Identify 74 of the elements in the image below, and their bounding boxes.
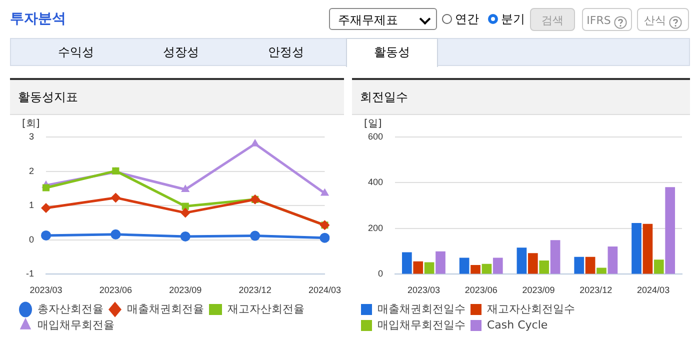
y-tick-label: 0 (28, 234, 34, 244)
legend-label: 총자산회전율 (38, 302, 104, 316)
bar (632, 222, 642, 274)
legend-label: Cash Cycle (487, 318, 548, 332)
legend-label: 매출채권회전일수 (378, 302, 466, 316)
x-tick-label: 2023/09 (169, 285, 202, 296)
point (250, 230, 260, 241)
bar (585, 256, 596, 274)
x-tick-label: 2024/03 (637, 285, 670, 296)
bar (482, 264, 492, 274)
y-tick-label: 2 (28, 166, 34, 176)
bar (516, 248, 527, 274)
legend-label: 매입채무회전일수 (378, 318, 466, 332)
chart-title: 회전일수 (352, 80, 690, 115)
bar (402, 252, 412, 274)
point (320, 232, 330, 243)
y-tick-label: 600 (368, 131, 384, 142)
text: 투자분석 (10, 10, 66, 28)
y-axis-title: [일] (364, 118, 382, 130)
y-axis-title: [회] (22, 118, 40, 130)
text: 산식 (644, 14, 667, 27)
point (180, 208, 190, 218)
x-tick-label: 2023/09 (522, 285, 555, 296)
x-tick-label: 2023/06 (99, 285, 132, 296)
bar (470, 265, 480, 274)
point (250, 138, 260, 146)
text: 연간 (455, 11, 479, 28)
bar (436, 251, 446, 274)
bar (642, 224, 653, 274)
bar (492, 258, 503, 274)
x-tick-label: 2024/03 (308, 285, 342, 296)
legend-label: 재고자산회전일수 (487, 302, 575, 316)
bar (574, 256, 584, 274)
point (181, 184, 190, 192)
text: 분기 (501, 11, 525, 28)
point (110, 192, 121, 203)
bar (459, 258, 470, 274)
point (110, 229, 121, 240)
point (320, 188, 330, 196)
point (180, 231, 190, 242)
x-tick-label: 2023/06 (464, 285, 498, 296)
point (41, 203, 52, 213)
x-tick-label: 2023/03 (30, 285, 62, 296)
chart-title: 활동성지표 (10, 80, 344, 115)
x-tick-label: 2023/12 (580, 285, 612, 296)
y-tick-label: -1 (26, 268, 34, 279)
point (41, 230, 52, 240)
x-tick-label: 2023/03 (407, 285, 440, 296)
bar (665, 187, 676, 274)
text: 수익성 (57, 44, 95, 61)
bar (539, 260, 550, 274)
text: 활동성 (346, 38, 438, 67)
text: 주재무제표 (329, 8, 437, 30)
y-tick-label: 1 (28, 200, 34, 210)
bar (654, 260, 664, 274)
bar (528, 253, 538, 274)
text: 성장성 (162, 44, 200, 61)
point (42, 184, 50, 192)
text: 안정성 (267, 44, 305, 61)
text: IFRS (586, 14, 612, 27)
legend-label: 매출채권회전율 (127, 302, 204, 316)
bar (608, 246, 618, 274)
bar (550, 240, 560, 274)
y-tick-label: 3 (28, 131, 34, 142)
legend-label: 매입채무회전율 (38, 318, 114, 332)
y-tick-label: 0 (378, 268, 384, 279)
y-tick-label: 200 (368, 222, 384, 233)
text: 검색 (530, 8, 575, 31)
bar (596, 268, 606, 274)
legend-label: 재고자산회전율 (228, 302, 304, 316)
y-tick-label: 400 (368, 177, 384, 188)
x-tick-label: 2023/12 (238, 285, 272, 296)
bar (424, 262, 434, 274)
bar (413, 261, 424, 274)
